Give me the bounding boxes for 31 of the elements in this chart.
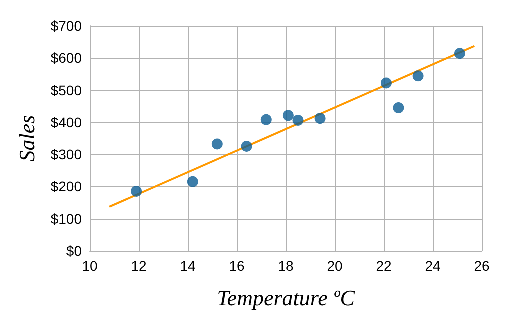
x-tick-label: 20 (327, 258, 343, 274)
point (131, 186, 142, 198)
y-tick-label: $400 (50, 114, 82, 130)
x-tick-label: 22 (376, 258, 392, 274)
point (380, 78, 392, 89)
y-tick-label: $100 (50, 210, 82, 227)
x-tick-label: 26 (474, 258, 490, 274)
y-tick-label: $500 (50, 82, 82, 98)
x-tick-label: 18 (278, 258, 294, 274)
point (393, 102, 404, 114)
x-tick-label: 16 (229, 258, 245, 274)
point (454, 48, 466, 60)
point (260, 114, 272, 126)
y-tick-label: $600 (50, 50, 82, 66)
y-tick-label: $0 (66, 243, 82, 259)
x-tick-label: 10 (82, 258, 98, 274)
y-tick-label: $300 (50, 146, 82, 163)
x-tick-label: 12 (131, 258, 147, 274)
point (292, 115, 304, 126)
point (212, 138, 223, 150)
point (241, 141, 252, 152)
y-axis-title: Sales (14, 115, 40, 162)
y-tick-label: $200 (50, 178, 82, 195)
x-tick-label: 14 (180, 258, 196, 274)
point (412, 70, 424, 82)
point (282, 110, 294, 122)
y-tick-label: $700 (50, 18, 82, 34)
point (314, 113, 326, 124)
x-axis-title: Temperature ºC (217, 286, 356, 310)
point (187, 176, 198, 188)
x-tick-label: 24 (425, 258, 441, 274)
